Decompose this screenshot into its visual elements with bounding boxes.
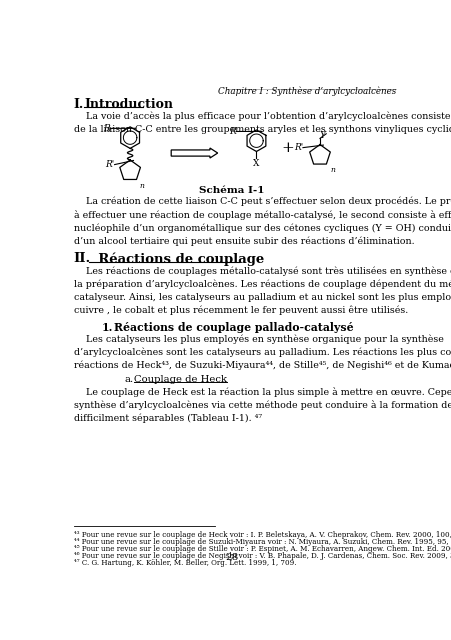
Text: Les réactions de couplages métallo-catalysé sont très utilisées en synthèse orga: Les réactions de couplages métallo-catal… — [74, 266, 451, 315]
Text: La création de cette liaison C-C peut s’effectuer selon deux procédés. Le premie: La création de cette liaison C-C peut s’… — [74, 197, 451, 246]
Text: La voie d’accès la plus efficace pour l’obtention d’arylcycloalcènes consiste en: La voie d’accès la plus efficace pour l’… — [74, 111, 451, 134]
Text: +: + — [281, 141, 293, 155]
Text: Y: Y — [318, 131, 325, 140]
Text: R': R' — [293, 143, 302, 152]
Text: II.: II. — [74, 252, 91, 266]
Text: Réactions de couplage pallado-catalysé: Réactions de couplage pallado-catalysé — [114, 322, 353, 333]
Text: X: X — [253, 159, 259, 168]
Text: ⁴⁷ C. G. Hartung, K. Köhler, M. Beller, Org. Lett. 1999, 1, 709.: ⁴⁷ C. G. Hartung, K. Köhler, M. Beller, … — [74, 559, 295, 567]
Text: R: R — [103, 124, 110, 133]
Text: ⁴⁶ Pour une revue sur le couplage de Negishi voir : V. B. Phapale, D. J. Cardena: ⁴⁶ Pour une revue sur le couplage de Neg… — [74, 552, 451, 560]
Text: Le couplage de Heck est la réaction la plus simple à mettre en œuvre. Cependant : Le couplage de Heck est la réaction la p… — [74, 387, 451, 423]
Text: Les catalyseurs les plus employés en synthèse organique pour la synthèse
d’arylc: Les catalyseurs les plus employés en syn… — [74, 335, 451, 370]
Text: Chapitre I : Synthèse d’arylcycloalcènes: Chapitre I : Synthèse d’arylcycloalcènes — [217, 86, 395, 95]
Text: Schéma I-1: Schéma I-1 — [198, 186, 264, 195]
Text: ⁴⁴ Pour une revue sur le couplage de Suzuki-Miyaura voir : N. Miyaura, A. Suzuki: ⁴⁴ Pour une revue sur le couplage de Suz… — [74, 538, 451, 546]
Text: R: R — [229, 127, 236, 136]
Text: I.: I. — [74, 99, 83, 111]
FancyArrow shape — [171, 148, 217, 158]
Text: Introduction: Introduction — [84, 99, 173, 111]
Text: Réactions de couplage: Réactions de couplage — [89, 252, 264, 266]
Text: ⁴³ Pour une revue sur le couplage de Heck voir : I. P. Beletskaya, A. V. Cheprak: ⁴³ Pour une revue sur le couplage de Hec… — [74, 531, 451, 539]
Text: R': R' — [105, 160, 115, 169]
Text: n: n — [329, 166, 334, 174]
Text: ⁴⁵ Pour une revue sur le couplage de Stille voir : P. Espinet, A. M. Echavarren,: ⁴⁵ Pour une revue sur le couplage de Sti… — [74, 545, 451, 553]
Text: Couplage de Heck: Couplage de Heck — [133, 375, 226, 384]
Text: 1.: 1. — [101, 322, 113, 333]
Text: 28: 28 — [225, 553, 238, 562]
Text: n: n — [139, 182, 144, 189]
Text: a.: a. — [124, 375, 133, 384]
